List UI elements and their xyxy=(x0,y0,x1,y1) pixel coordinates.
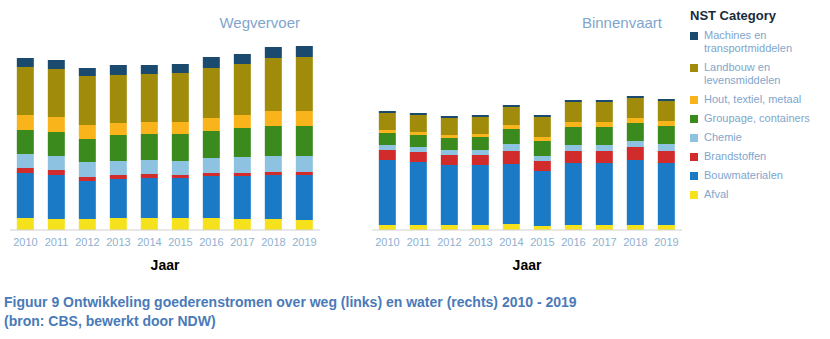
html-text:Groupage, containers: Groupage, containers xyxy=(704,112,810,124)
svg-text:2011: 2011 xyxy=(45,236,69,248)
svg-text:2014: 2014 xyxy=(499,236,523,248)
svg-text:2019: 2019 xyxy=(654,236,678,248)
html-text:Machines en transportmiddelen: Machines en transportmiddelen xyxy=(704,29,793,54)
svg-text:2016: 2016 xyxy=(561,236,585,248)
svg-text:2018: 2018 xyxy=(623,236,647,248)
html-text:Binnenvaart: Binnenvaart xyxy=(581,14,662,31)
html-text:Hout, textiel, metaal: Hout, textiel, metaal xyxy=(704,93,802,105)
html-text:Brandstoffen: Brandstoffen xyxy=(704,150,767,162)
svg-text:Jaar: Jaar xyxy=(151,257,180,270)
html-text:Figuur 9 Ontwikkeling goederen: Figuur 9 Ontwikkeling goederenstromen ov… xyxy=(4,294,577,310)
svg-text:2012: 2012 xyxy=(437,236,461,248)
html-text:Wegvervoer: Wegvervoer xyxy=(219,14,300,31)
svg-text:2010: 2010 xyxy=(13,236,37,248)
svg-text:2015: 2015 xyxy=(530,236,554,248)
svg-text:2017: 2017 xyxy=(230,236,254,248)
svg-text:2012: 2012 xyxy=(75,236,99,248)
html-text:Afval: Afval xyxy=(704,188,729,200)
svg-text:2011: 2011 xyxy=(407,236,431,248)
svg-text:2016: 2016 xyxy=(199,236,223,248)
html-text:(bron: CBS, bewerkt door NDW): (bron: CBS, bewerkt door NDW) xyxy=(4,313,216,329)
svg-text:2013: 2013 xyxy=(106,236,130,248)
html-text:NST Category: NST Category xyxy=(690,8,776,23)
html-text:Chemie: Chemie xyxy=(704,131,742,143)
svg-text:Jaar: Jaar xyxy=(513,257,542,270)
svg-text:2018: 2018 xyxy=(261,236,285,248)
html-text:Bouwmaterialen: Bouwmaterialen xyxy=(704,169,783,181)
html-text:Landbouw en levensmiddelen: Landbouw en levensmiddelen xyxy=(704,61,781,86)
svg-text:2014: 2014 xyxy=(137,236,161,248)
svg-text:2010: 2010 xyxy=(375,236,399,248)
svg-text:2019: 2019 xyxy=(292,236,316,248)
svg-text:2013: 2013 xyxy=(468,236,492,248)
svg-text:2015: 2015 xyxy=(168,236,192,248)
svg-text:2017: 2017 xyxy=(592,236,616,248)
